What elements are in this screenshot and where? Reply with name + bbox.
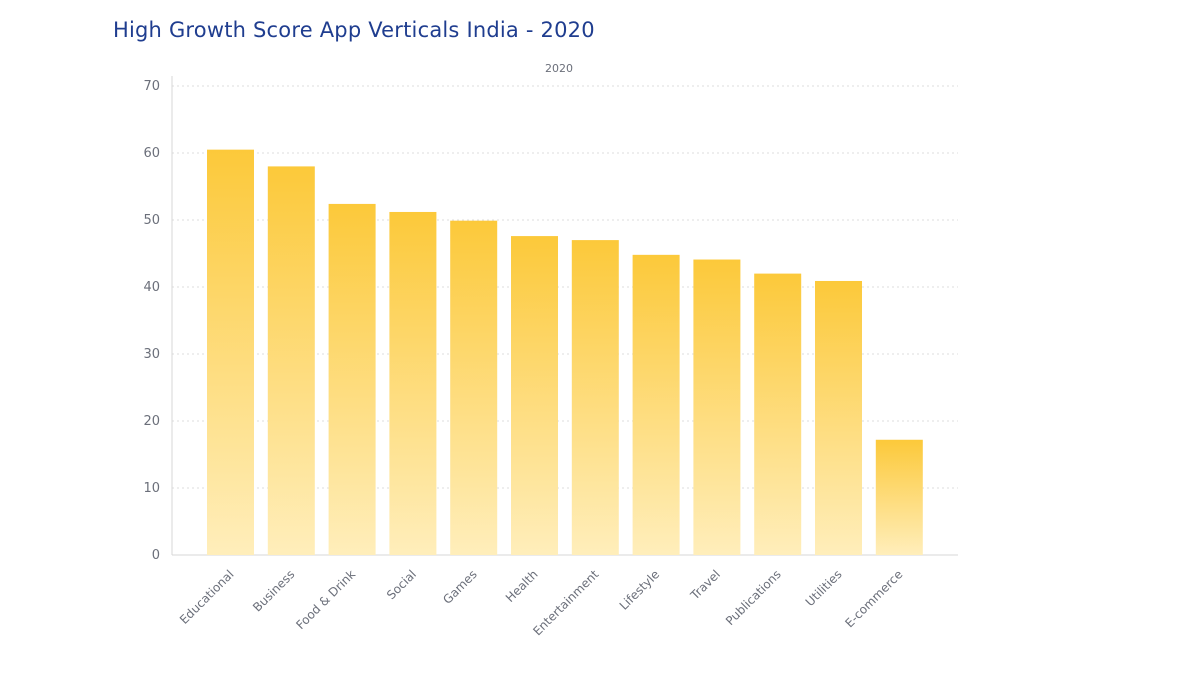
bar	[511, 236, 558, 555]
x-tick-label: Educational	[177, 567, 237, 627]
x-tick-label: Lifestyle	[617, 567, 663, 613]
y-tick-label: 70	[143, 79, 160, 94]
bar	[815, 280, 862, 555]
bars	[207, 149, 923, 556]
x-tick-label: Health	[503, 567, 541, 605]
series-label: 2020	[545, 62, 573, 75]
x-tick-label: Games	[440, 567, 480, 607]
bar	[571, 240, 619, 555]
x-tick-label: Social	[384, 567, 419, 602]
x-tick-label: E-commerce	[842, 567, 905, 630]
y-tick-label: 0	[152, 548, 160, 563]
x-tick-label: Publications	[723, 567, 784, 628]
x-tick-label: Food & Drink	[293, 567, 358, 632]
bar	[207, 149, 254, 555]
y-tick-label: 50	[143, 213, 160, 228]
chart-title: High Growth Score App Verticals India - …	[113, 18, 595, 42]
x-tick-label: Entertainment	[530, 567, 601, 638]
x-tick-label: Travel	[687, 567, 723, 603]
y-tick-label: 40	[143, 280, 160, 295]
y-tick-label: 20	[143, 414, 160, 429]
bar	[267, 166, 315, 555]
x-tick-label: Business	[250, 567, 297, 614]
y-tick-label: 10	[143, 481, 160, 496]
bar	[754, 273, 802, 555]
y-tick-label: 60	[143, 146, 160, 161]
bar	[693, 259, 741, 555]
bar	[450, 220, 498, 556]
y-tick-label: 30	[143, 347, 160, 362]
bar	[389, 211, 437, 555]
bar	[328, 203, 376, 556]
bar	[632, 254, 680, 555]
bar	[875, 439, 923, 555]
x-tick-label: Utilities	[803, 567, 845, 609]
